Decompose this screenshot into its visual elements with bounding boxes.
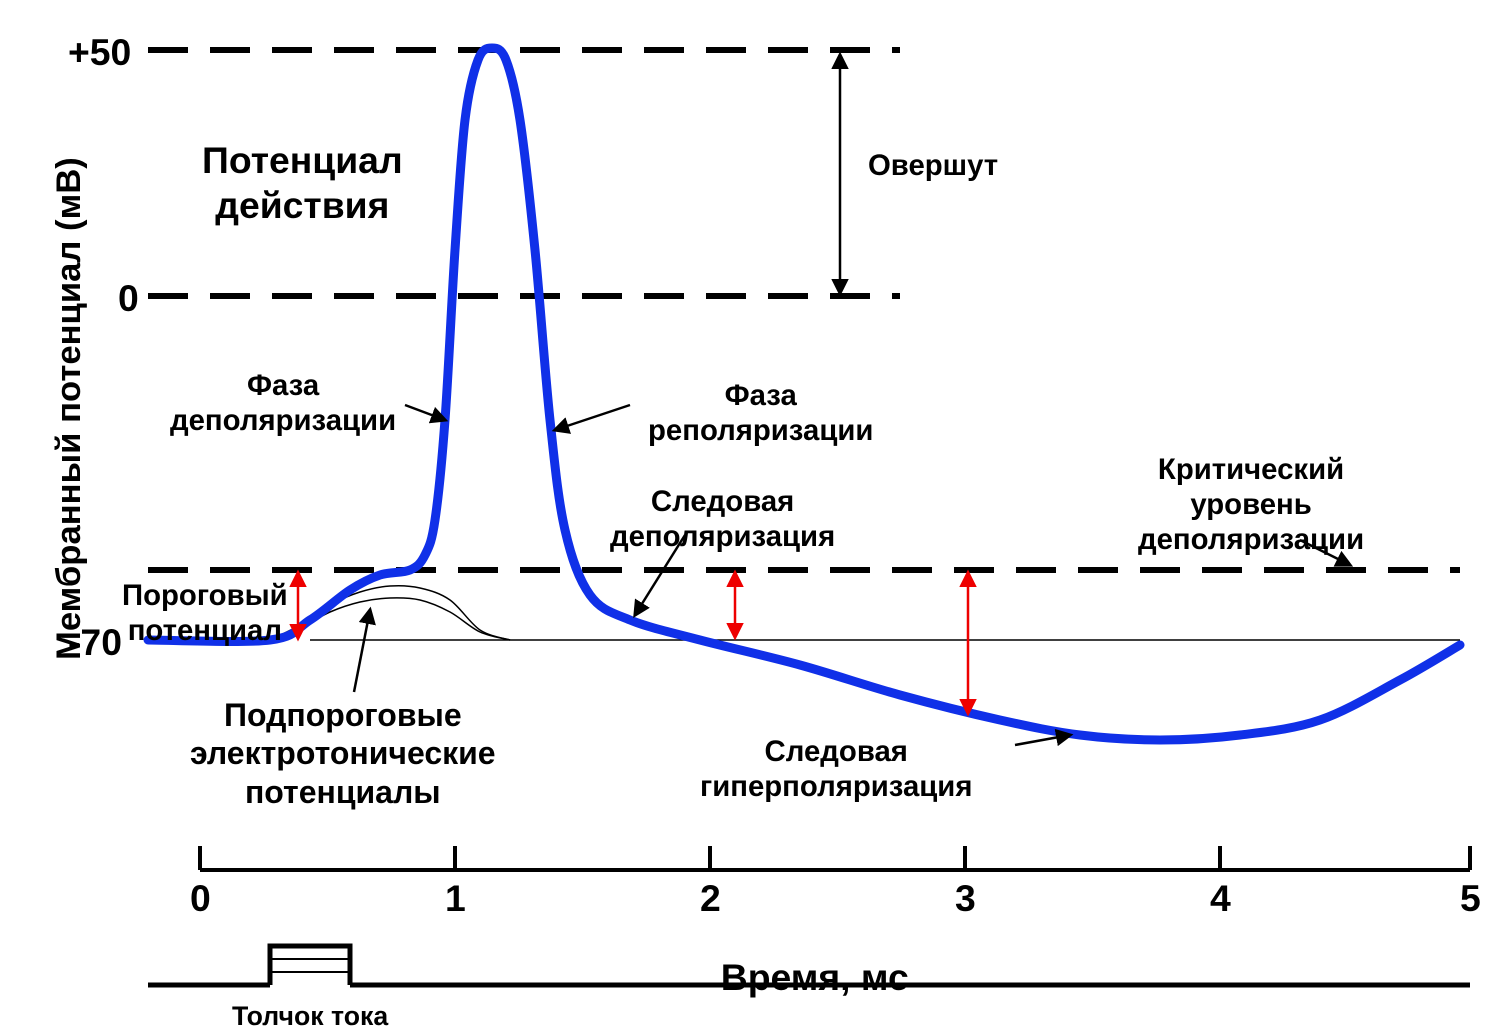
threshold-potential-label: Пороговый потенциал: [122, 578, 288, 648]
title-label: Потенциал действия: [202, 138, 403, 228]
trace-depolarization-label: Следовая деполяризация: [610, 484, 835, 554]
xtick-1: 1: [445, 876, 466, 921]
xtick-4: 4: [1210, 876, 1231, 921]
depolarization-phase-label: Фаза деполяризации: [170, 368, 396, 438]
xtick-5: 5: [1460, 876, 1481, 921]
ytick-zero: 0: [118, 276, 139, 321]
xtick-3: 3: [955, 876, 976, 921]
y-axis-label: Мембранный потенциал (мВ): [50, 157, 89, 660]
subthreshold-label: Подпороговые электротонические потенциал…: [190, 696, 496, 811]
subthreshold-curves: [270, 586, 510, 640]
ytick-plus50: +50: [68, 30, 131, 75]
y-axis-label-text: Мембранный потенциал (мВ): [50, 157, 88, 660]
critical-level-label: Критический уровень деполяризации: [1138, 452, 1364, 558]
xtick-0: 0: [190, 876, 211, 921]
ytick-minus70: -70: [68, 620, 122, 665]
x-axis-label: Время, мс: [700, 910, 909, 1000]
repolarization-phase-label: Фаза реполяризации: [648, 378, 873, 448]
x-axis-label-text: Время, мс: [721, 956, 909, 998]
stimulus-label: Толчок тока: [232, 1000, 388, 1032]
time-axis: [200, 846, 1470, 870]
overshoot-label: Овершут: [868, 148, 998, 183]
action-potential-diagram: Мембранный потенциал (мВ) +50 0 -70 0 1 …: [0, 0, 1502, 1031]
trace-hyperpolarization-label: Следовая гиперполяризация: [700, 734, 972, 804]
